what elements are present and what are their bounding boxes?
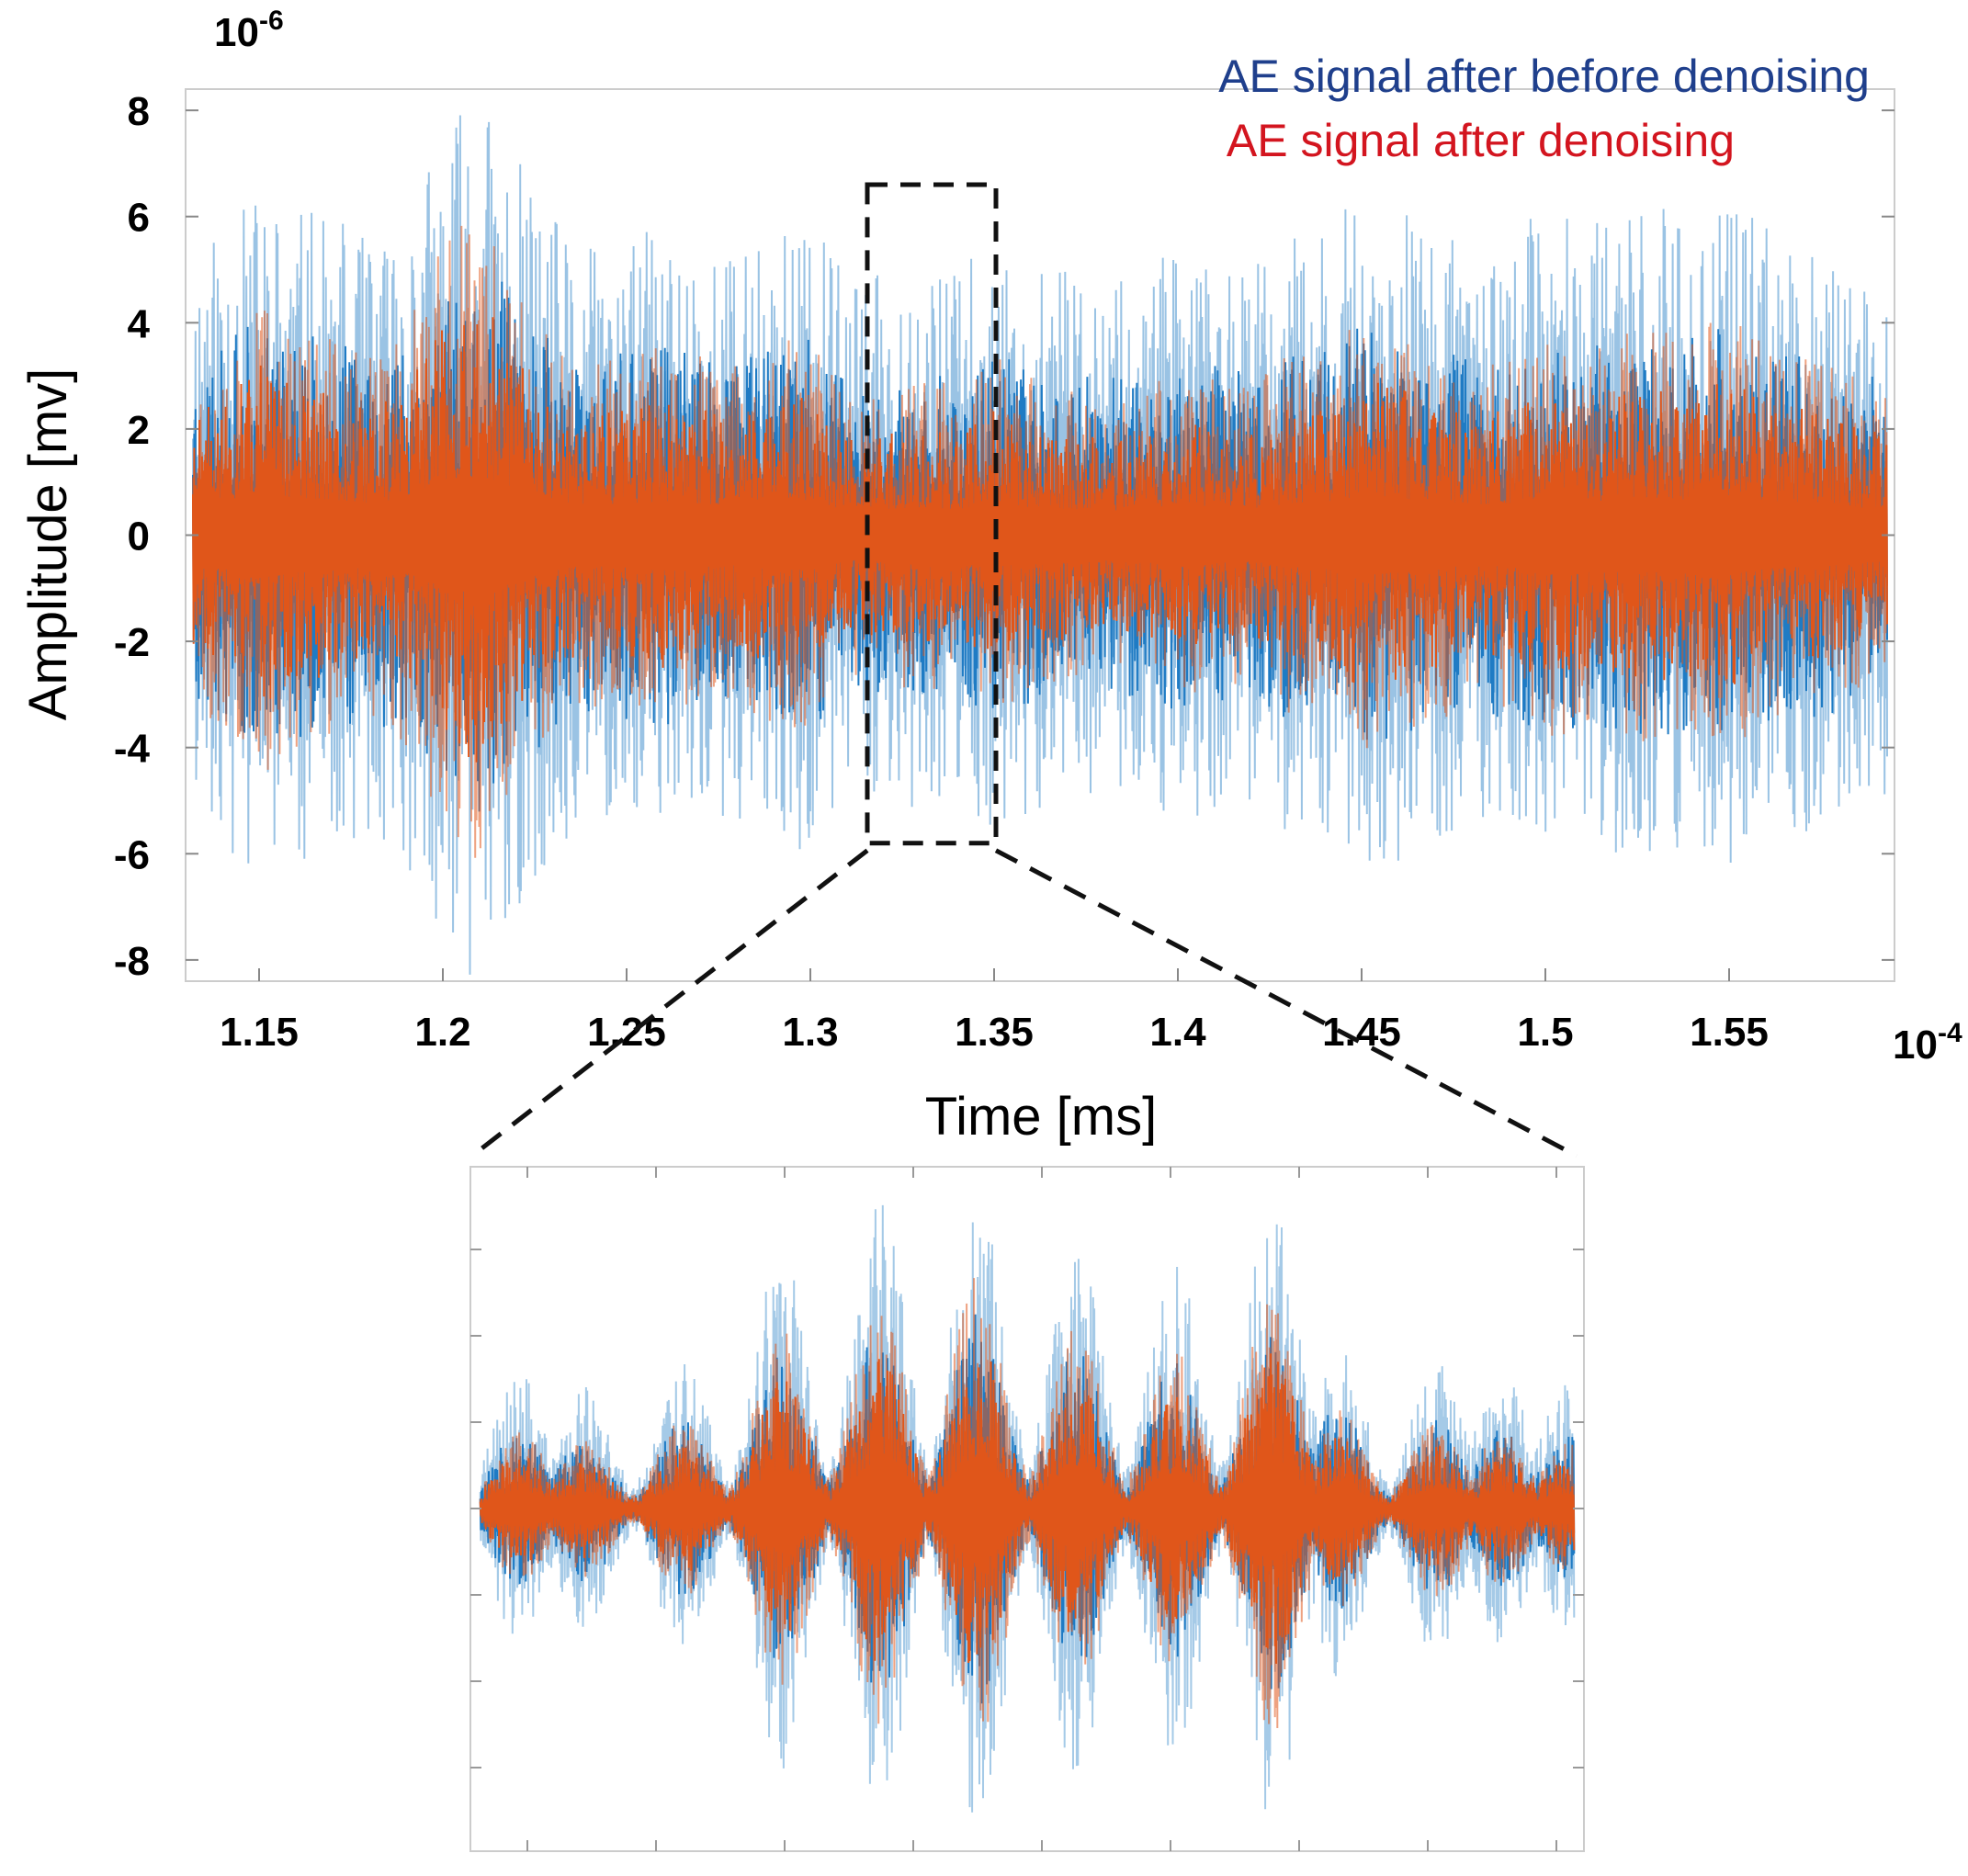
y-tick-label: -6 [114,832,150,877]
inset-plot-ticks [470,1167,1584,1851]
inset-after-denoising-core [479,1353,1576,1665]
main-plot-ticks: 1.15 1.2 1.25 1.3 1.35 1.4 1.45 1.5 1.5586420-2-… [114,89,1894,1055]
series-after-denoising-core [192,317,1888,763]
y-tick-label: -2 [114,620,150,665]
y-axis-exponent: 10-6 [214,6,284,55]
x-tick-label: 1.2 [414,1010,470,1055]
zoom-connector-right [994,848,1578,1158]
x-axis-exponent-base: 10 [1893,1023,1938,1068]
zoom-connector-left [470,848,869,1158]
y-axis-exponent-power: -6 [259,6,284,36]
x-tick-label: 1.45 [1322,1010,1401,1055]
x-axis-exponent-power: -4 [1938,1018,1962,1048]
x-axis-exponent: 10-4 [1893,1018,1962,1068]
legend: AE signal after before denoising AE sign… [1218,51,1870,166]
y-tick-label: 4 [128,301,151,346]
y-tick-label: -8 [114,939,150,984]
y-tick-label: 2 [128,408,150,453]
y-axis-label: Amplitude [mv] [18,368,78,721]
y-tick-label: 0 [128,514,150,559]
y-tick-label: 6 [128,196,150,241]
y-tick-label: 8 [128,89,150,134]
x-tick-label: 1.15 [220,1010,299,1055]
main-plot-series [192,115,1888,975]
x-tick-label: 1.35 [955,1010,1034,1055]
x-tick-label: 1.3 [782,1010,838,1055]
legend-entry-before-denoising: AE signal after before denoising [1218,51,1870,102]
x-axis-label: Time [ms] [925,1087,1157,1147]
x-tick-label: 1.4 [1149,1010,1206,1055]
y-tick-label: -4 [114,727,151,772]
inset-plot-series [479,1204,1576,1813]
y-axis-exponent-base: 10 [214,10,259,55]
x-tick-label: 1.5 [1517,1010,1573,1055]
legend-entry-after-denoising: AE signal after denoising [1227,115,1735,166]
x-tick-label: 1.55 [1690,1010,1769,1055]
